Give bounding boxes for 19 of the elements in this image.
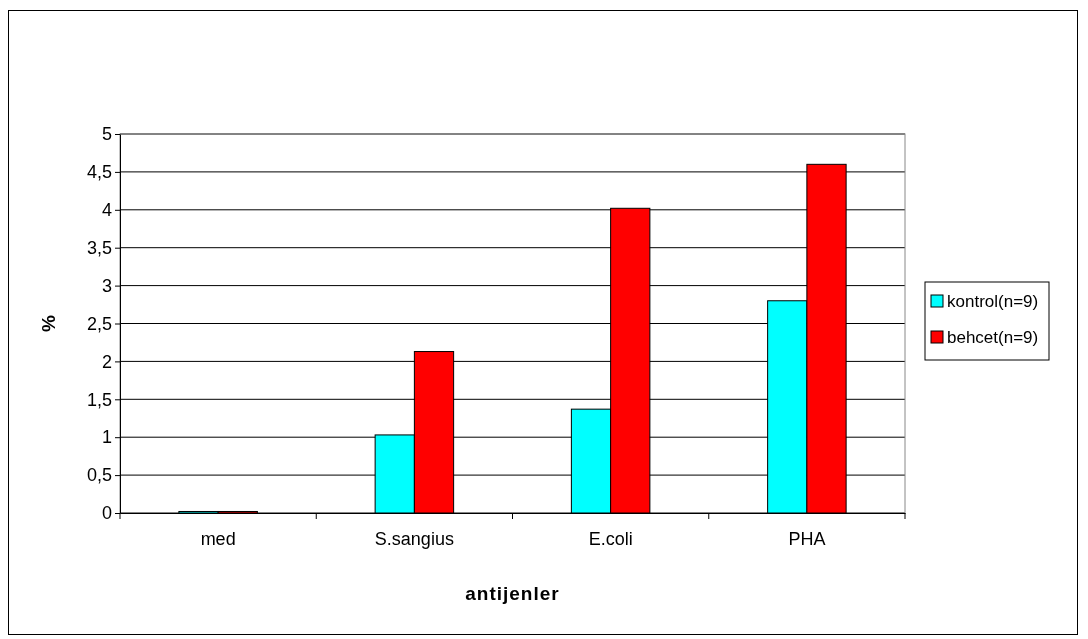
- y-tick-label: 3: [101, 275, 112, 296]
- y-tick-label: 4,5: [86, 162, 112, 183]
- y-tick-label: 1: [101, 427, 112, 448]
- y-tick-label: 4: [101, 200, 112, 221]
- y-tick-label: 0: [101, 503, 112, 524]
- y-tick-label: 3,5: [86, 237, 112, 258]
- y-tick-label: 0,5: [86, 465, 112, 486]
- y-tick-label: 1,5: [86, 389, 112, 410]
- y-tick-label: 2,5: [86, 313, 112, 334]
- x-tick-label: E.coli: [588, 528, 633, 549]
- y-axis-title: %: [38, 314, 59, 332]
- y-tick-label: 2: [101, 351, 112, 372]
- y-tick-label: 5: [101, 124, 112, 145]
- x-axis-title: antijenler: [465, 583, 560, 604]
- x-tick-label: med: [200, 528, 236, 549]
- x-tick-label: PHA: [788, 528, 826, 549]
- x-tick-label: S.sangius: [374, 528, 454, 549]
- legend-label: kontrol(n=9): [947, 292, 1039, 311]
- legend-label: behcet(n=9): [947, 328, 1039, 347]
